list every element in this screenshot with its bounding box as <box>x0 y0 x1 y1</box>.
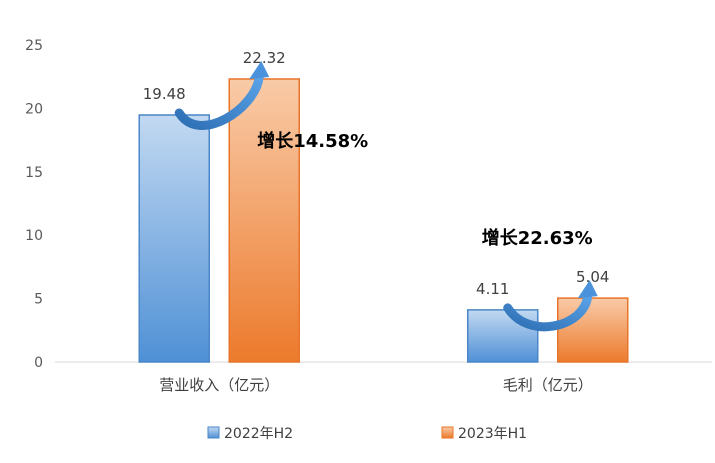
bar-h2-2022 <box>138 114 210 363</box>
category-labels: 营业收入（亿元） 毛利（亿元） <box>159 376 593 394</box>
growth-annotation: 增长22.63% <box>482 227 593 249</box>
y-tick-label: 25 <box>25 38 43 54</box>
legend-swatch <box>207 426 220 439</box>
data-label: 4.11 <box>476 280 509 298</box>
bars <box>138 78 629 363</box>
data-label: 19.48 <box>143 85 186 103</box>
growth-annotation: 增长14.58% <box>257 130 368 152</box>
growth-arrow-head <box>249 60 270 79</box>
y-tick-label: 10 <box>25 228 43 244</box>
y-tick-label: 0 <box>34 355 43 371</box>
category-label: 营业收入（亿元） <box>159 376 279 394</box>
y-tick-label: 15 <box>25 165 43 181</box>
y-tick-label: 20 <box>25 101 43 117</box>
bar-h1-2023 <box>228 78 300 363</box>
annotations: 增长14.58% 增长22.63% <box>257 130 592 249</box>
data-label: 5.04 <box>576 268 609 286</box>
growth-arrow-shaft <box>174 72 264 130</box>
bar-h2-2022 <box>467 309 539 363</box>
growth-arrow-shaft <box>503 291 593 332</box>
growth-arrows <box>174 60 598 332</box>
legend-label: 2022年H2 <box>224 426 293 442</box>
legend-label: 2023年H1 <box>458 426 527 442</box>
category-label: 毛利（亿元） <box>503 376 593 394</box>
y-tick-label: 5 <box>34 292 43 308</box>
y-tick-labels: 0 5 10 15 20 25 <box>25 38 43 371</box>
bar-h1-2023 <box>557 297 629 363</box>
legend-swatch <box>441 426 454 439</box>
legend: 2022年H2 2023年H1 <box>207 426 527 442</box>
data-labels: 19.48 22.32 4.11 5.04 <box>143 49 610 298</box>
data-label: 22.32 <box>243 49 286 67</box>
growth-arrow-head <box>577 280 598 299</box>
